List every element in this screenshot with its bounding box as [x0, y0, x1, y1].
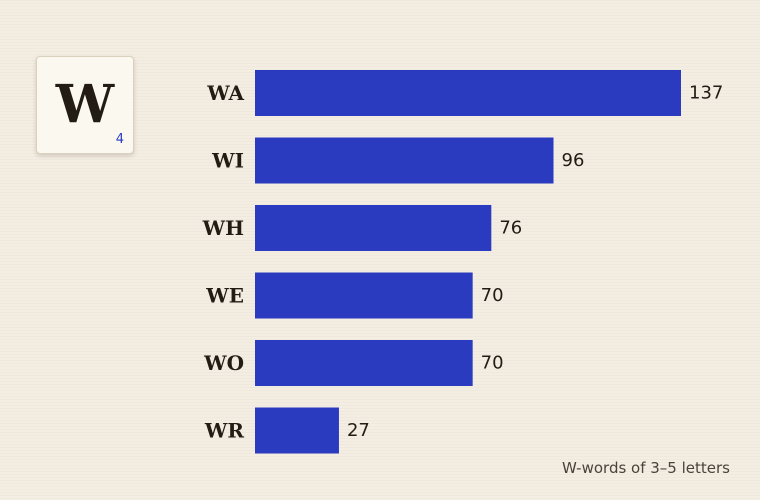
- category-label-wi: WI: [211, 149, 244, 173]
- chart-caption: W-words of 3–5 letters: [561, 459, 730, 477]
- bar-wi: [255, 137, 554, 184]
- value-label-wi: 96: [562, 150, 585, 171]
- category-label-wo: WO: [203, 351, 244, 375]
- category-label-wr: WR: [204, 419, 244, 443]
- letter-tile: W 4: [36, 56, 134, 154]
- bar-wa: [255, 70, 681, 116]
- bar-wr: [255, 407, 339, 454]
- value-label-we: 70: [481, 285, 504, 306]
- category-label-wh: WH: [202, 216, 244, 240]
- category-label-wa: WA: [206, 81, 244, 105]
- bar-wh: [255, 205, 492, 251]
- category-label-we: WE: [205, 284, 244, 308]
- value-label-wo: 70: [481, 353, 504, 374]
- value-label-wh: 76: [499, 218, 522, 239]
- bar-we: [255, 272, 473, 319]
- tile-point-value: 4: [115, 132, 124, 147]
- tile-letter: W: [55, 74, 115, 135]
- value-label-wr: 27: [347, 420, 370, 441]
- value-label-wa: 137: [689, 83, 723, 104]
- bar-wo: [255, 340, 473, 386]
